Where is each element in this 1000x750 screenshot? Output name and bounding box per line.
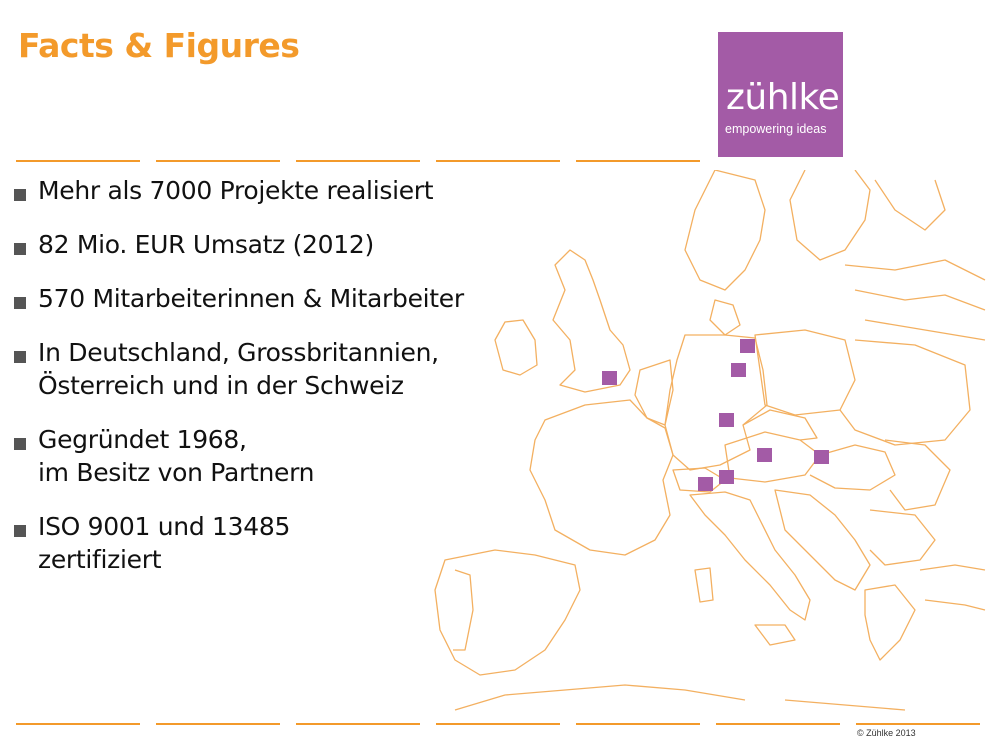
fact-revenue: 82 Mio. EUR Umsatz (2012) <box>14 228 464 261</box>
logo-wordmark: zühlke <box>726 77 840 118</box>
bullet-square-icon <box>14 525 26 537</box>
bullet-square-icon <box>14 189 26 201</box>
copyright-text: © Zühlke 2013 <box>857 728 916 738</box>
bullet-square-icon <box>14 297 26 309</box>
logo-tagline: empowering ideas <box>725 122 827 136</box>
fact-iso: ISO 9001 und 13485 zertifiziert <box>14 510 464 576</box>
fact-founded: Gegründet 1968, im Besitz von Partnern <box>14 423 464 489</box>
fact-projects: Mehr als 7000 Projekte realisiert <box>14 174 464 207</box>
top-divider <box>16 160 700 163</box>
bottom-divider <box>16 723 980 726</box>
facts-list: Mehr als 7000 Projekte realisiert 82 Mio… <box>14 174 464 597</box>
bullet-square-icon <box>14 438 26 450</box>
zuhlke-logo: zühlke empowering ideas <box>718 32 843 157</box>
fact-employees: 570 Mitarbeiterinnen & Mitarbeiter <box>14 282 464 315</box>
bullet-square-icon <box>14 351 26 363</box>
europe-map <box>434 170 986 711</box>
bullet-square-icon <box>14 243 26 255</box>
slide-title: Facts & Figures <box>18 26 300 65</box>
fact-locations: In Deutschland, Grossbritannien, Österrei… <box>14 336 464 402</box>
